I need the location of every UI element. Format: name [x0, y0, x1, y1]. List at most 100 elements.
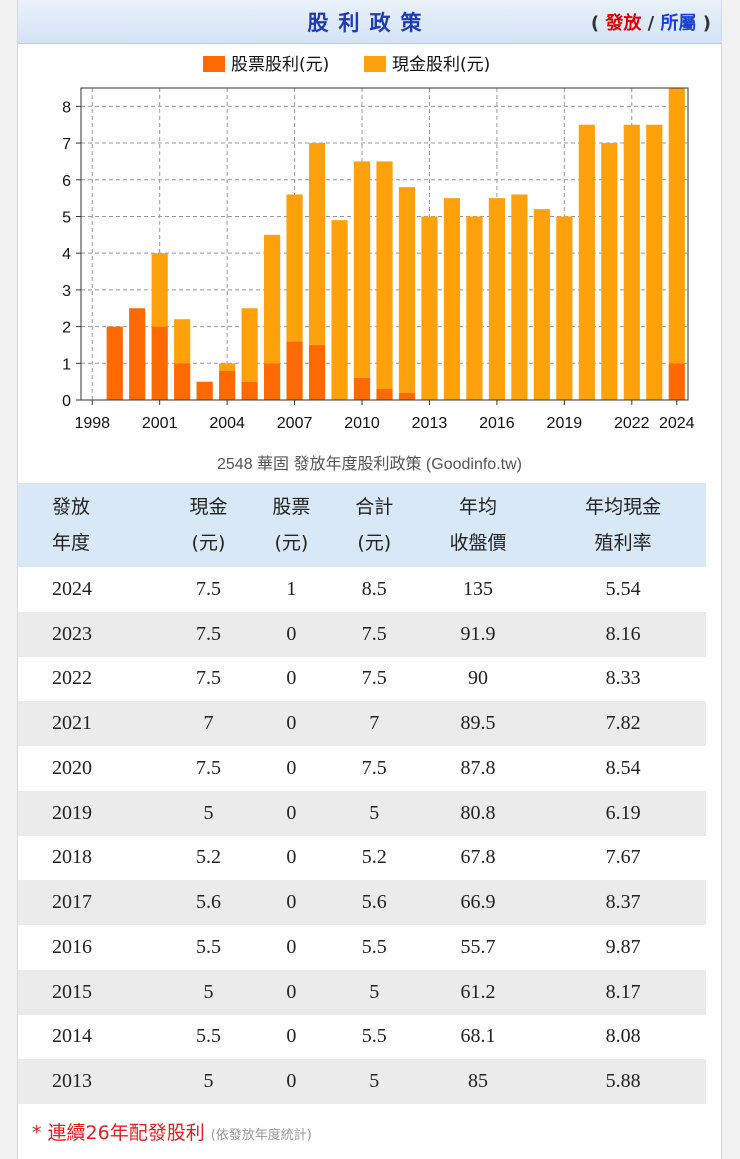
table-cell: 5 [332, 969, 416, 1015]
y-tick-label: 3 [62, 283, 71, 300]
dividend-chart: 股票股利(元) 現金股利(元) 0 1 2 3 4 5 6 7 8 1998 2001 2004 2007 2… [18, 44, 721, 480]
table-cell: 8.54 [605, 756, 641, 779]
cash-dividend-bar [466, 216, 483, 400]
column-header: 年均現金 殖利率 [540, 483, 706, 567]
cash-dividend-bar [443, 198, 461, 400]
table-cell: 89.5 [415, 701, 541, 746]
table-cell: 0 [286, 846, 297, 869]
chart-caption: 2548 華固 發放年度股利政策 (Goodinfo.tw) [217, 456, 522, 473]
table-cell: 1 [286, 577, 297, 600]
legend-label: 股票股利(元) [231, 55, 329, 75]
panel-title: 股利政策 [307, 11, 432, 35]
cash-dividend-bar [241, 308, 258, 382]
table-cell: 2021 [18, 701, 167, 746]
table-cell: 7.5 [361, 756, 387, 779]
table-cell: 91.9 [415, 611, 541, 657]
cash-dividend-bar [556, 216, 573, 400]
table-row: 2016 5.5 0 5.5 55.7 9.87 [18, 925, 706, 970]
cash-dividend-bar [533, 209, 550, 400]
table-row: 2017 5.6 0 5.6 66.9 8.37 [18, 880, 706, 925]
dividend-table: 發放 年度 現金 (元) 股票 (元) 合計 (元) 年均 收盤價 年均現金 殖利率 2024 7.5 1… [18, 483, 706, 1104]
table-cell: 5 [167, 1059, 250, 1104]
stock-dividend-bar [263, 363, 281, 400]
belong-year-link[interactable]: 所屬 [660, 13, 697, 34]
y-tick-label: 0 [62, 393, 71, 410]
cash-dividend-bar [421, 216, 438, 400]
table-cell: 5.5 [361, 1025, 387, 1048]
table-cell: 66.9 [415, 880, 541, 925]
table-cell: 5 [167, 790, 250, 836]
y-tick-label: 6 [62, 173, 71, 190]
cash-dividend-bar [151, 253, 168, 327]
cash-dividend-bar [174, 319, 191, 364]
stock-dividend-bar [151, 326, 168, 400]
table-cell: 7 [332, 701, 416, 746]
table-row: 2022 7.5 0 7.5 90 8.33 [18, 657, 706, 702]
table-cell: 8.16 [540, 611, 706, 657]
table-cell: 5.88 [540, 1059, 706, 1104]
stock-dividend-bar [353, 377, 371, 400]
table-cell: 5.2 [195, 846, 221, 869]
cash-dividend-bar [353, 161, 371, 378]
table-cell: 5 [332, 1059, 416, 1104]
table-row: 2023 7.5 0 7.5 91.9 8.16 [18, 611, 706, 657]
table-cell: 0 [249, 969, 333, 1015]
x-tick-label: 2010 [344, 415, 380, 432]
stock-dividend-bar [308, 344, 326, 400]
table-cell: 61.2 [415, 969, 541, 1015]
paren-close: ) [702, 13, 711, 34]
table-row: 2013 5 0 5 85 5.88 [18, 1059, 706, 1104]
cash-dividend-bar [308, 143, 326, 345]
stock-dividend-bar [174, 363, 191, 400]
y-tick-label: 4 [62, 246, 71, 263]
table-cell: 7.5 [167, 611, 250, 657]
y-tick-label: 1 [62, 356, 71, 373]
table-row: 2015 5 0 5 61.2 8.17 [18, 969, 706, 1015]
table-cell: 90 [467, 667, 488, 690]
table-row: 2018 5.2 0 5.2 67.8 7.67 [18, 836, 706, 881]
table-cell: 7.5 [332, 611, 416, 657]
dividend-policy-panel: 股利政策 ( 發放 / 所屬 ) 股票股利(元) 現金股利(元) 0 1 2 3 4 5 6 7 8… [17, 0, 722, 1159]
table-cell: 80.8 [415, 790, 541, 836]
x-tick-label: 2001 [142, 415, 178, 432]
cash-dividend-bar [331, 220, 348, 400]
table-cell: 8.33 [605, 667, 641, 690]
y-tick-label: 2 [62, 320, 71, 337]
table-cell: 0 [249, 790, 333, 836]
cash-dividend-bar [578, 124, 595, 401]
panel-header: 股利政策 ( 發放 / 所屬 ) [18, 0, 721, 44]
table-cell: 5.2 [361, 846, 387, 869]
table-cell: 67.8 [460, 846, 496, 869]
table-cell: 7.5 [361, 667, 387, 690]
y-tick-label: 8 [62, 99, 71, 116]
table-cell: 2014 [52, 1025, 92, 1048]
table-cell: 8.08 [605, 1025, 641, 1048]
cash-dividend-bar [668, 88, 685, 364]
table-cell: 2019 [18, 790, 167, 836]
x-tick-label: 2004 [209, 415, 245, 432]
column-header: 股票 (元) [249, 483, 333, 567]
column-header: 發放 年度 [18, 483, 167, 567]
x-tick-label: 2019 [547, 415, 583, 432]
plot-border [80, 87, 689, 401]
table-cell: 0 [286, 1025, 297, 1048]
table-cell: 7.5 [195, 577, 221, 600]
issue-year-link[interactable]: 發放 [605, 13, 642, 34]
table-cell: 0 [249, 611, 333, 657]
table-row: 2024 7.5 1 8.5 135 5.54 [18, 567, 706, 612]
table-cell: 2023 [18, 611, 167, 657]
cash-dividend-bar [398, 187, 416, 393]
table-cell: 55.7 [460, 935, 496, 958]
cash-dividend-bar [646, 124, 663, 401]
cash-dividend-bar [488, 198, 506, 400]
table-cell: 7 [167, 701, 250, 746]
table-cell: 5 [332, 790, 416, 836]
table-cell: 5.5 [195, 1025, 221, 1048]
table-cell: 2018 [52, 846, 92, 869]
stock-dividend-bar [241, 381, 258, 400]
link-separator: / [647, 13, 655, 34]
table-cell: 7.5 [195, 756, 221, 779]
legend-swatch [203, 56, 225, 72]
y-tick-label: 7 [62, 136, 71, 153]
table-cell: 7.82 [540, 701, 706, 746]
